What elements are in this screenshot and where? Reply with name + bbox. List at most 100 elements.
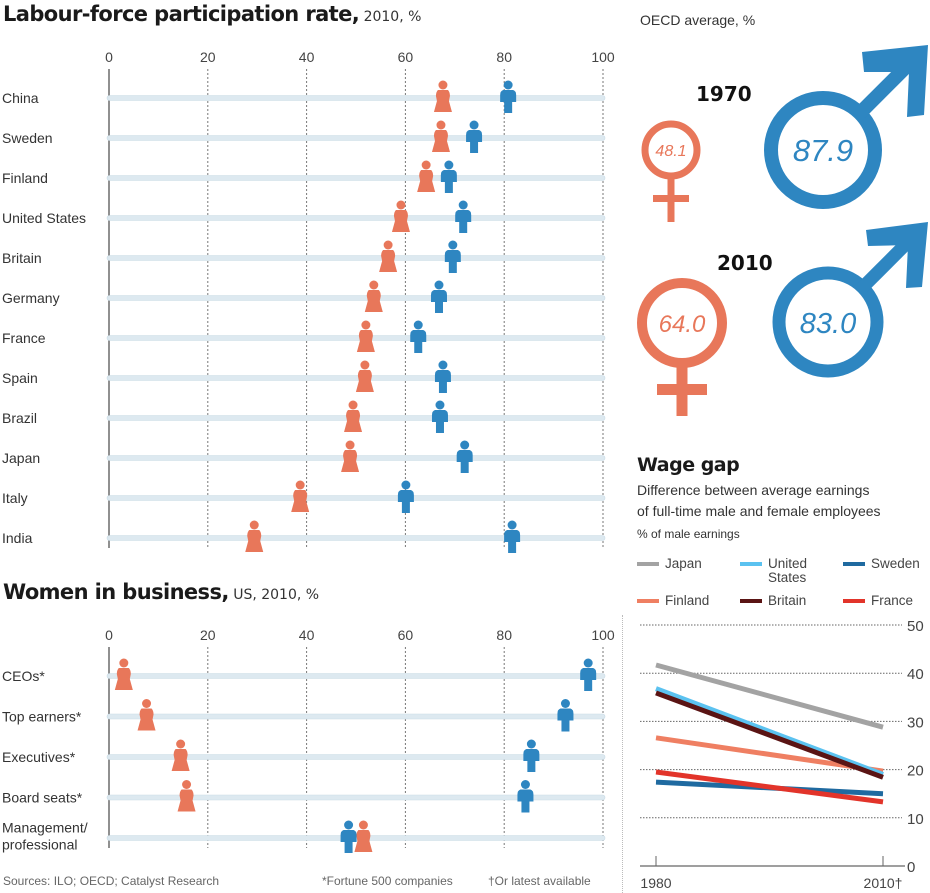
x-tick-label: 60 xyxy=(398,627,414,643)
male-figure-icon xyxy=(504,520,521,553)
y-tick-label: 40 xyxy=(907,666,924,683)
category-label: Sweden xyxy=(2,130,53,146)
category-label: Britain xyxy=(2,250,42,266)
x-tick-label: 2010† xyxy=(864,875,903,891)
legend-label: Finland xyxy=(665,593,710,608)
female-figure-icon xyxy=(433,80,452,112)
row-track xyxy=(106,255,606,261)
row-track xyxy=(106,335,606,341)
row-track xyxy=(106,713,606,720)
category-label: Management/ xyxy=(2,820,88,836)
male-figure-icon xyxy=(440,160,457,193)
female-figure-icon xyxy=(291,480,310,512)
row-track xyxy=(106,794,606,801)
male-figure-icon xyxy=(444,240,461,273)
labour-chart-title: Labour-force participation rate, 2010, % xyxy=(3,2,421,26)
female-figure-icon xyxy=(355,360,374,392)
legend-item: Japan xyxy=(637,557,702,571)
row-track xyxy=(106,295,606,301)
series-line-united-states xyxy=(655,686,884,777)
legend-swatch xyxy=(637,599,659,604)
category-label: Italy xyxy=(2,490,28,506)
row-track xyxy=(106,175,606,181)
x-tick-label: 100 xyxy=(591,627,615,643)
male-figure-icon xyxy=(434,360,451,393)
female-figure-icon xyxy=(391,200,410,232)
legend-swatch xyxy=(740,599,762,604)
x-tick-label: 40 xyxy=(299,49,315,65)
row-track xyxy=(106,754,606,760)
legend-item: France xyxy=(843,594,913,608)
wage-gap-subtitle-2: of full-time male and female employees xyxy=(637,503,881,519)
female-figure-icon xyxy=(177,780,196,812)
female-figure-icon xyxy=(354,820,373,852)
row-track xyxy=(106,495,606,501)
category-label: professional xyxy=(2,837,78,853)
category-label: Executives* xyxy=(2,749,76,765)
male-figure-icon xyxy=(455,200,472,233)
business-title-text: Women in business, xyxy=(3,580,229,604)
legend-label: Sweden xyxy=(871,556,920,571)
labour-subtitle: 2010, % xyxy=(359,9,422,25)
male-figure-icon xyxy=(466,120,483,153)
female-figure-icon xyxy=(431,120,450,152)
legend-swatch xyxy=(843,599,865,604)
x-tick-label: 1980 xyxy=(640,875,671,891)
category-label: CEOs* xyxy=(2,668,45,684)
x-tick-label: 40 xyxy=(299,627,315,643)
x-tick-label: 100 xyxy=(591,49,615,65)
row-track xyxy=(106,535,606,541)
business-chart-title: Women in business, US, 2010, % xyxy=(3,580,319,604)
female-figure-icon xyxy=(114,658,133,690)
row-track xyxy=(106,375,606,381)
female-figure-icon xyxy=(344,400,363,432)
row-track xyxy=(106,215,606,221)
legend-item: United States xyxy=(740,557,807,585)
male-figure-icon xyxy=(340,820,357,853)
category-label: Brazil xyxy=(2,410,37,426)
female-figure-icon xyxy=(379,240,398,272)
x-tick-label: 80 xyxy=(496,49,512,65)
female-figure-icon xyxy=(356,320,375,352)
male-figure-icon xyxy=(456,440,473,473)
x-tick-label: 0 xyxy=(105,627,113,643)
legend-label: Britain xyxy=(768,593,807,608)
male-figure-icon xyxy=(517,780,534,813)
oecd-year-2010: 2010 xyxy=(717,251,773,275)
male-figure-icon xyxy=(430,280,447,313)
legend-swatch xyxy=(843,562,865,567)
legend-swatch xyxy=(637,562,659,567)
female-figure-icon xyxy=(341,440,360,472)
male-figure-icon xyxy=(500,80,517,113)
category-label: Top earners* xyxy=(2,709,82,725)
wage-gap-subtitle-1: Difference between average earnings xyxy=(637,482,870,498)
male-figure-icon xyxy=(431,400,448,433)
oecd-year-1970: 1970 xyxy=(696,82,752,106)
y-tick-label: 20 xyxy=(907,763,924,780)
wage-gap-title: Wage gap xyxy=(637,454,740,476)
business-subtitle: US, 2010, % xyxy=(228,587,320,603)
legend-item: Finland xyxy=(637,594,709,608)
legend-label: United States xyxy=(768,556,808,585)
y-tick-label: 0 xyxy=(907,859,915,876)
row-track xyxy=(106,95,606,101)
category-label: Finland xyxy=(2,170,48,186)
sources-note: Sources: ILO; OECD; Catalyst Research xyxy=(3,874,220,888)
female-figure-icon xyxy=(364,280,383,312)
category-label: India xyxy=(2,530,33,546)
x-tick-label: 60 xyxy=(398,49,414,65)
male-figure-icon xyxy=(580,658,597,691)
category-label: Japan xyxy=(2,450,40,466)
y-tick-label: 30 xyxy=(907,714,924,731)
category-label: China xyxy=(2,90,39,106)
x-tick-label: 20 xyxy=(200,627,216,643)
female-figure-icon xyxy=(245,520,264,552)
wage-gap-unit: % of male earnings xyxy=(637,527,740,541)
category-label: France xyxy=(2,330,46,346)
panel-divider xyxy=(622,615,623,893)
x-tick-label: 80 xyxy=(496,627,512,643)
y-tick-label: 50 xyxy=(907,618,924,635)
series-line-britain xyxy=(655,690,884,780)
